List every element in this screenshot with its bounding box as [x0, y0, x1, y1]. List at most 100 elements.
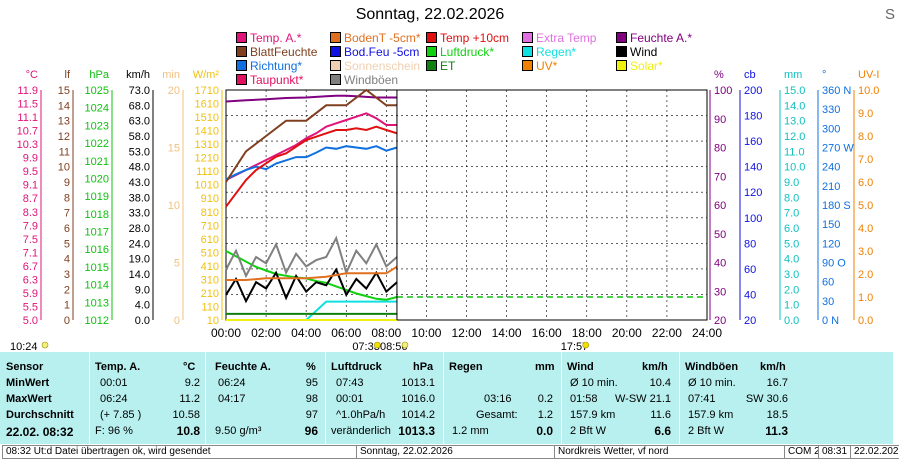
y-tick-label: 330: [822, 104, 840, 116]
y-tick-label: 2.0: [784, 284, 799, 296]
wind-avg10-value: 10.4: [649, 377, 671, 389]
y-tick-label: 60: [744, 264, 756, 276]
y-tick-label: 3.0: [858, 246, 873, 258]
x-tick-label: 00:00: [211, 326, 241, 340]
gust-unit: km/h: [760, 361, 786, 373]
moon-icon: [41, 341, 49, 349]
y-tick-label: 60: [714, 200, 726, 212]
wind-avg-value: 11.6: [650, 409, 671, 421]
series-line: [225, 88, 397, 183]
y-tick-label: 12.0: [784, 131, 805, 143]
status-station: Nordkreis Wetter, vf nord: [554, 445, 785, 459]
y-tick-label: 28.0: [129, 223, 150, 235]
x-tick-label: 22:00: [652, 326, 682, 340]
y-tick-label: 140: [744, 162, 762, 174]
status-time: 08:31: [818, 445, 851, 459]
temp-max-time: 06:24: [100, 393, 128, 405]
pressure-avg-value: 1014.2: [401, 409, 435, 421]
wind-current-value: 6.6: [654, 424, 671, 438]
y-tick-label: 8.3: [23, 207, 38, 219]
y-tick-label: 11.0: [784, 146, 805, 158]
legend-label: ET: [440, 59, 456, 73]
y-tick-label: 2: [64, 284, 70, 296]
wind-beaufort: 2 Bft W: [570, 425, 607, 437]
y-tick-label: 610: [201, 234, 219, 246]
legend-item: Luftdruck*: [426, 45, 494, 59]
wind-max-value: W-SW 21.1: [614, 393, 671, 405]
y-tick-label: 1510: [195, 112, 219, 124]
y-tick-label: 1.0: [858, 292, 873, 304]
chart-grid: [225, 89, 708, 321]
y-tick-label: 63.0: [129, 116, 150, 128]
y-tick-label: 30: [822, 296, 834, 308]
legend-label: BodenT -5cm*: [344, 31, 421, 45]
y-tick-label: 180: [744, 111, 762, 123]
y-tick-label: 11: [59, 146, 70, 158]
y-tick-label: 9: [64, 177, 70, 189]
y-tick-label: 1016: [85, 244, 109, 256]
legend-item: Taupunkt*: [236, 73, 303, 87]
legend-label: Regen*: [536, 45, 577, 59]
corner-letter: S: [885, 6, 896, 23]
legend-item: ET: [426, 59, 455, 73]
y-tick-label: 200: [744, 85, 762, 97]
y-tick-label: 1410: [195, 126, 219, 138]
y-tick-label: 120: [744, 187, 762, 199]
y-tick-label: 6.0: [784, 223, 799, 235]
y-tick-label: 4: [64, 254, 70, 266]
status-date-right: 22.02.2026: [850, 445, 899, 459]
legend-item: Temp +10cm: [426, 31, 509, 45]
y-tick-label: 270 W: [822, 143, 854, 155]
y-tick-label: 1018: [85, 209, 109, 221]
y-tick-label: 360 N: [822, 85, 851, 97]
y-tick-label: 7.1: [23, 247, 38, 259]
humidity-unit: %: [306, 361, 316, 373]
current-datetime: 22.02. 08:32: [6, 425, 74, 439]
y-tick-label: 100: [714, 85, 732, 97]
y-tick-label: 14: [58, 100, 70, 112]
gust-beaufort: 2 Bft W: [688, 425, 725, 437]
humidity-current-value: 96: [304, 424, 318, 438]
y-tick-label: 6: [64, 223, 70, 235]
y-tick-label: 1024: [85, 103, 109, 115]
y-tick-label: 7.0: [858, 154, 873, 166]
legend-swatch: [236, 74, 247, 85]
row-label-avg: Durchschnitt: [6, 409, 74, 421]
legend-label: BlattFeuchte: [250, 45, 318, 59]
x-tick-label: 04:00: [291, 326, 321, 340]
sun-icon: [374, 341, 381, 349]
row-label-max: MaxWert: [6, 393, 52, 405]
x-tick-label: 18:00: [572, 326, 602, 340]
y-tick-label: 710: [201, 220, 219, 232]
y-tick-label: 0 N: [822, 315, 839, 327]
y-tick-label: 80: [744, 238, 756, 250]
y-tick-label: 1610: [195, 99, 219, 111]
y-tick-label: 3.0: [784, 269, 799, 281]
wind-distance: 157.9 km: [570, 409, 616, 421]
y-tick-label: 1017: [85, 227, 109, 239]
y-tick-label: 10: [58, 162, 70, 174]
rain-period: 1.2 mm: [452, 425, 489, 437]
rain-unit: mm: [535, 361, 555, 373]
y-tick-label: 20: [168, 85, 180, 97]
temp-avg-value: 10.58: [172, 409, 200, 421]
legend-label: Temp. A.*: [250, 31, 302, 45]
legend-swatch: [522, 32, 533, 43]
y-tick-label: 0.0: [858, 315, 873, 327]
y-tick-label: 5.5: [23, 301, 38, 313]
y-tick-label: 5: [174, 258, 180, 270]
axis-unit-label: °: [822, 69, 826, 81]
temp-avg-note: (+ 7.85 ): [100, 409, 142, 421]
y-tick-label: 68.0: [129, 100, 150, 112]
legend-label: UV*: [536, 59, 558, 73]
y-tick-label: 1210: [195, 153, 219, 165]
series-line: [225, 125, 398, 208]
gust-max-time: 07:41: [688, 393, 716, 405]
y-tick-label: 1710: [195, 85, 219, 97]
legend-label: Feuchte A.*: [630, 31, 693, 45]
y-tick-label: 510: [201, 247, 219, 259]
y-tick-label: 43.0: [129, 177, 150, 189]
y-tick-label: 15: [168, 143, 180, 155]
pressure-unit: hPa: [413, 361, 434, 373]
series-line: [226, 265, 398, 281]
